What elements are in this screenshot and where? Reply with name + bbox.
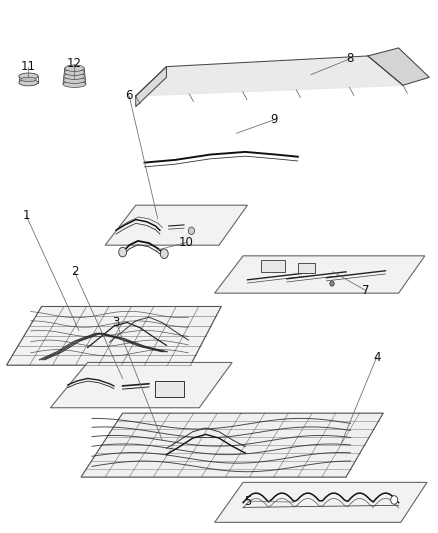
Text: 4: 4 [373, 351, 381, 364]
Ellipse shape [65, 65, 84, 71]
Polygon shape [215, 482, 427, 522]
Ellipse shape [19, 79, 38, 86]
Text: 7: 7 [362, 284, 370, 297]
Text: 6: 6 [125, 90, 133, 102]
Ellipse shape [19, 73, 38, 79]
Ellipse shape [64, 73, 85, 79]
Ellipse shape [63, 81, 86, 87]
Polygon shape [7, 306, 221, 365]
Text: 11: 11 [21, 60, 36, 73]
Polygon shape [105, 205, 247, 245]
Text: 12: 12 [67, 58, 82, 70]
Circle shape [119, 247, 127, 257]
Text: 10: 10 [179, 236, 194, 249]
Polygon shape [215, 256, 425, 293]
Polygon shape [50, 362, 232, 408]
Text: 5: 5 [244, 495, 251, 507]
Polygon shape [136, 56, 403, 96]
Circle shape [391, 496, 398, 504]
Ellipse shape [64, 77, 85, 84]
Polygon shape [136, 67, 166, 107]
Text: 3: 3 [113, 316, 120, 329]
Circle shape [188, 227, 194, 235]
Ellipse shape [64, 69, 85, 76]
Polygon shape [81, 413, 383, 477]
Text: 9: 9 [270, 114, 278, 126]
Bar [298, 263, 315, 273]
Text: 2: 2 [71, 265, 78, 278]
Bar [155, 381, 184, 397]
Circle shape [330, 281, 334, 286]
Text: 1: 1 [22, 209, 30, 222]
Circle shape [160, 249, 168, 259]
Polygon shape [368, 48, 429, 85]
Bar [261, 260, 285, 272]
Ellipse shape [21, 77, 36, 82]
Text: 8: 8 [347, 52, 354, 65]
